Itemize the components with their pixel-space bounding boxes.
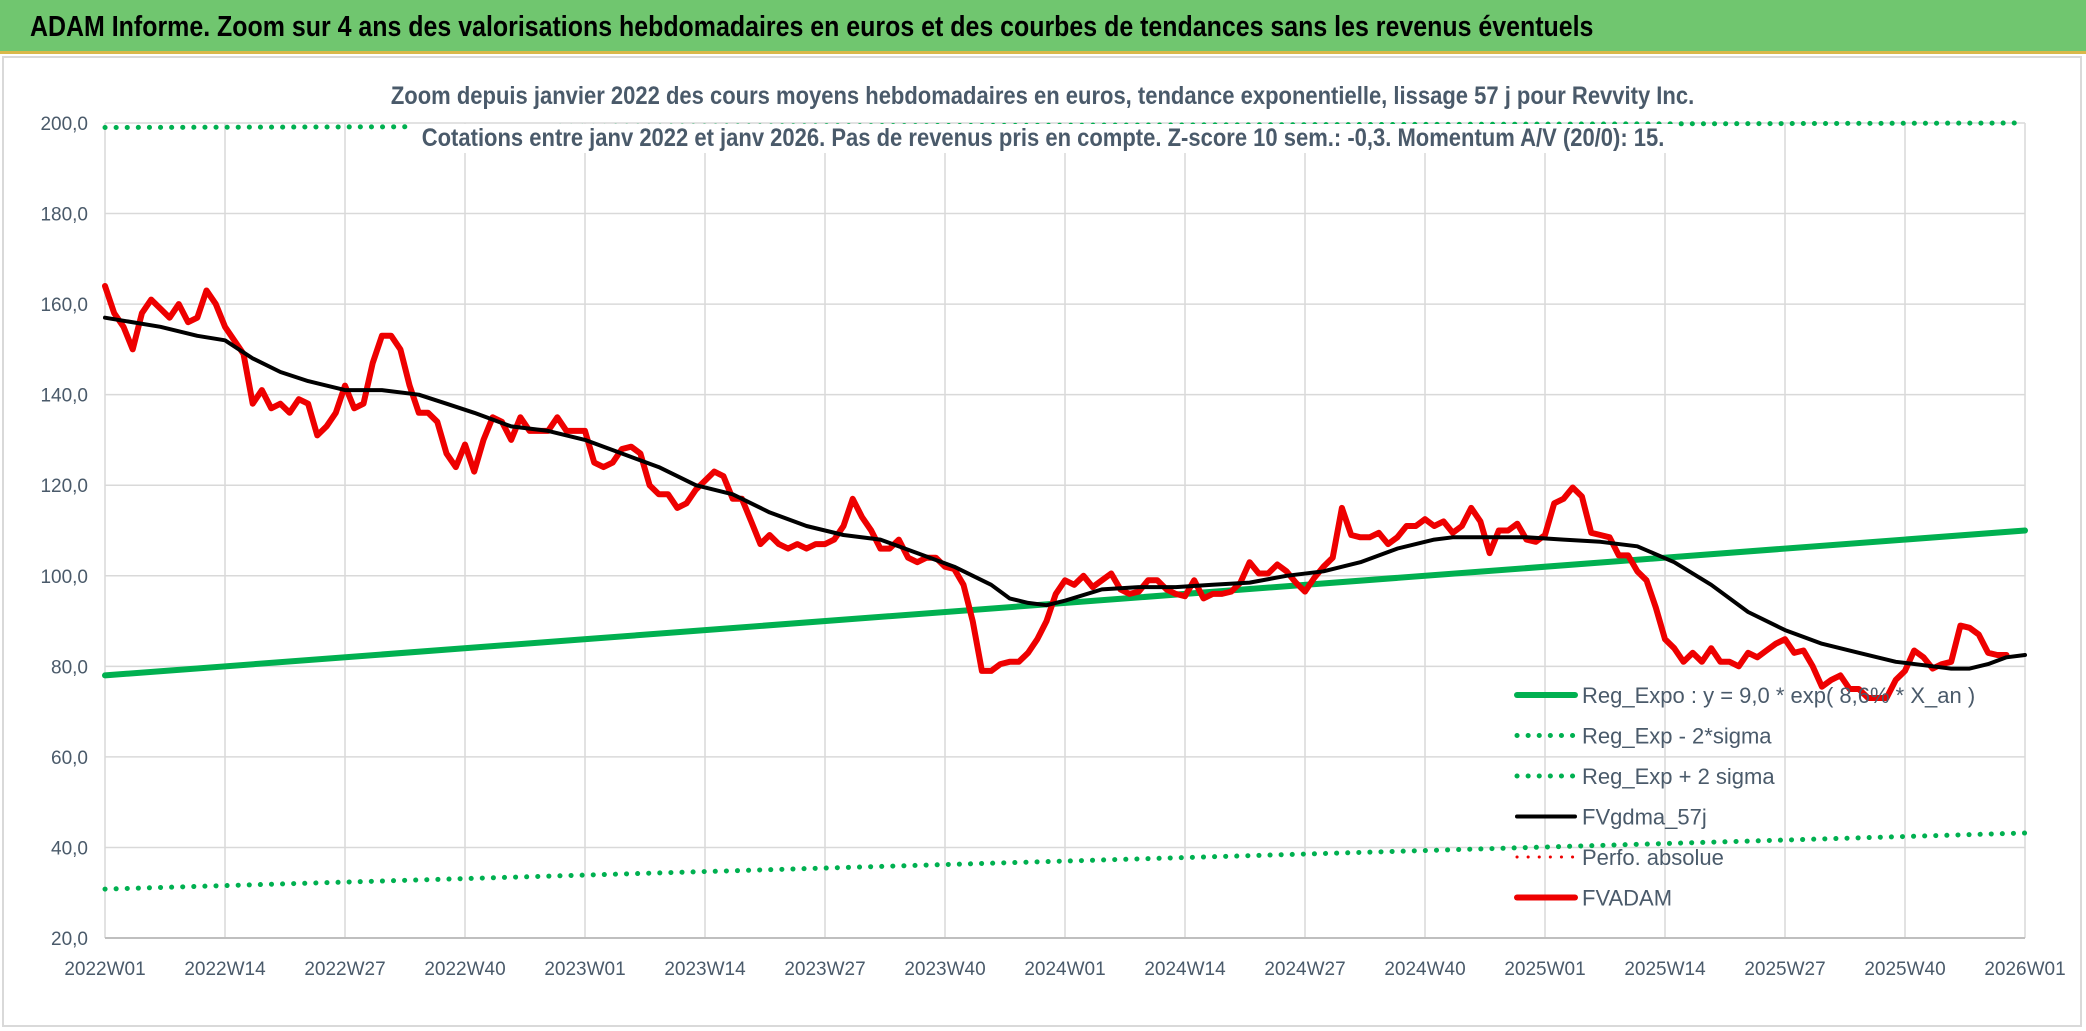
legend-label-3: FVgdma_57j — [1582, 805, 1707, 830]
header-band: ADAM Informe. Zoom sur 4 ans des valoris… — [0, 0, 2086, 54]
chart-title-line-2: Cotations entre janv 2022 et janv 2026. … — [0, 124, 2086, 153]
y-tick-label: 20,0 — [51, 929, 88, 950]
legend-label-2: Reg_Exp + 2 sigma — [1582, 764, 1775, 789]
x-tick-label: 2025W14 — [1624, 959, 1706, 980]
legend-label-4: Perfo. absolue — [1582, 845, 1724, 870]
x-tick-label: 2022W01 — [64, 959, 145, 980]
y-tick-label: 140,0 — [40, 386, 88, 407]
y-axis-ticks: 20,0 40,0 60,0 80,0 100,0 120,0 140,0 160,0 180,… — [40, 114, 88, 950]
y-tick-label: 40,0 — [51, 838, 88, 859]
series-line-5 — [102, 283, 2010, 701]
series-layer — [102, 120, 2028, 892]
x-tick-label: 2025W01 — [1504, 959, 1585, 980]
y-tick-label: 180,0 — [40, 205, 88, 226]
legend-label-5: FVADAM — [1582, 886, 1672, 911]
x-tick-label: 2023W14 — [664, 959, 746, 980]
x-tick-label: 2024W27 — [1264, 959, 1345, 980]
legend-label-0: Reg_Expo : y = 9,0 * exp( 8,6% * X_an ) — [1582, 683, 1975, 708]
x-tick-label: 2022W27 — [304, 959, 385, 980]
y-tick-label: 200,0 — [40, 114, 88, 135]
y-tick-label: 160,0 — [40, 295, 88, 316]
x-tick-label: 2024W01 — [1024, 959, 1105, 980]
x-axis-ticks: 2022W01 2022W14 2022W27 2022W40 2023W01 2023W… — [64, 959, 2065, 980]
y-tick-label: 120,0 — [40, 476, 88, 497]
chart-title-line-1: Zoom depuis janvier 2022 des cours moyen… — [0, 82, 2086, 111]
x-tick-label: 2023W27 — [784, 959, 865, 980]
x-tick-label: 2022W14 — [184, 959, 266, 980]
x-tick-label: 2025W40 — [1864, 959, 1945, 980]
grid — [104, 122, 2026, 939]
y-tick-label: 60,0 — [51, 748, 88, 769]
series-line-1 — [102, 830, 2028, 892]
chart-frame — [2, 56, 2082, 1027]
x-tick-label: 2025W27 — [1744, 959, 1825, 980]
y-tick-label: 100,0 — [40, 567, 88, 588]
x-tick-label: 2022W40 — [424, 959, 505, 980]
x-tick-label: 2024W14 — [1144, 959, 1226, 980]
legend-label-1: Reg_Exp - 2*sigma — [1582, 724, 1772, 749]
x-tick-label: 2024W40 — [1384, 959, 1465, 980]
series-line-3 — [103, 315, 2027, 671]
x-tick-label: 2023W01 — [544, 959, 625, 980]
x-tick-label: 2026W01 — [1984, 959, 2065, 980]
series-line-0 — [102, 527, 2028, 679]
x-tick-label: 2023W40 — [904, 959, 985, 980]
y-tick-label: 80,0 — [51, 657, 88, 678]
header-title: ADAM Informe. Zoom sur 4 ans des valoris… — [30, 11, 1594, 43]
legend: Reg_Expo : y = 9,0 * exp( 8,6% * X_an ) R… — [1514, 683, 1975, 911]
